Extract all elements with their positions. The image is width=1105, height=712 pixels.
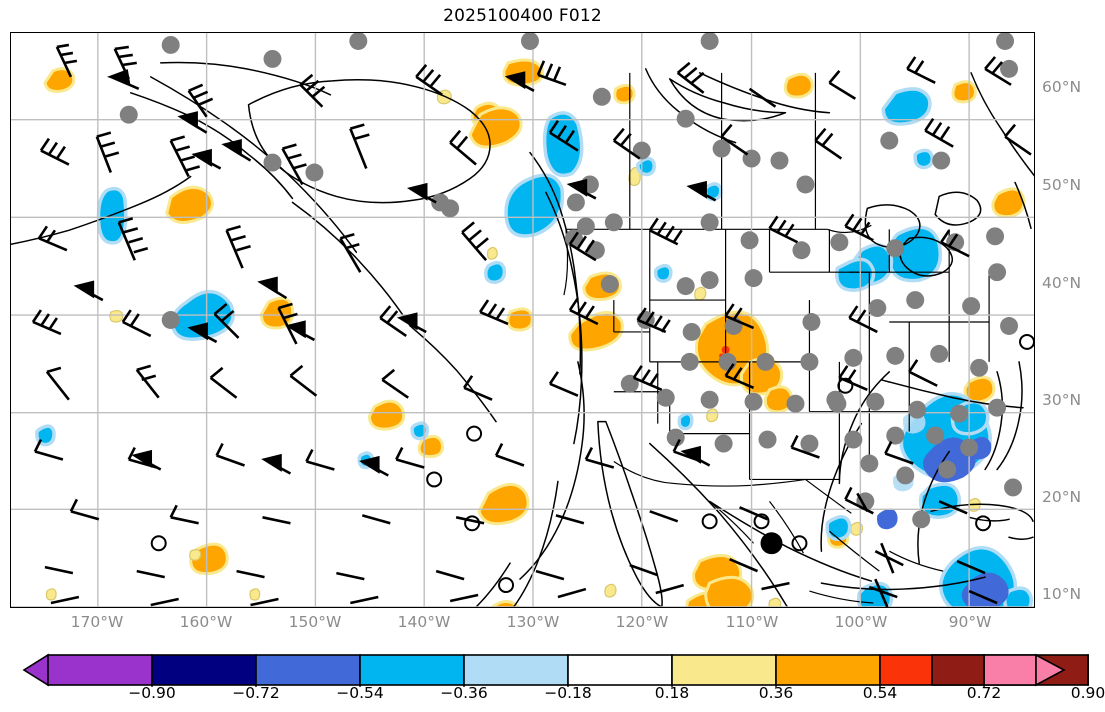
lon-tick-140W: 140°W — [397, 613, 451, 631]
wind-barb-layer — [31, 43, 1032, 607]
colorbar-extend-max — [1035, 653, 1066, 687]
gridline-layer — [11, 33, 1034, 607]
lon-tick-90W: 90°W — [948, 613, 992, 631]
station-marker-layer — [119, 33, 1034, 594]
colorbar-tick-label-9: 0.90 — [1070, 684, 1105, 702]
lon-tick-150W: 150°W — [288, 613, 342, 631]
lat-tick-60N: 60°N — [1042, 78, 1082, 96]
colorbar-band-3 — [359, 654, 465, 686]
colorbar-band-6 — [671, 654, 777, 686]
lon-tick-120W: 120°W — [615, 613, 669, 631]
colorbar-tick-label-1: −0.72 — [232, 684, 280, 702]
lon-tick-160W: 160°W — [179, 613, 233, 631]
lat-tick-30N: 30°N — [1042, 391, 1082, 409]
colorbar-tick-label-8: 0.72 — [966, 684, 1002, 702]
colorbar-tick-label-6: 0.36 — [758, 684, 794, 702]
lon-tick-100W: 100°W — [834, 613, 888, 631]
colorbar-band-4 — [463, 654, 569, 686]
colorbar-tick-label-4: −0.18 — [544, 684, 592, 702]
highlight-marker — [760, 532, 783, 555]
colorbar-top-bands — [931, 653, 1066, 687]
colorbar-tick-label-2: −0.54 — [336, 684, 384, 702]
lon-tick-130W: 130°W — [506, 613, 560, 631]
colorbar-tick-label-7: 0.54 — [862, 684, 898, 702]
colorbar-tick-label-0: −0.90 — [128, 684, 176, 702]
colorbar[interactable] — [14, 653, 1091, 687]
lon-tick-110W: 110°W — [725, 613, 779, 631]
colorbar-band-0 — [47, 654, 153, 686]
lat-tick-20N: 20°N — [1042, 488, 1082, 506]
lat-tick-10N: 10°N — [1042, 585, 1082, 603]
colorbar-tick-label-3: −0.36 — [440, 684, 488, 702]
map-panel[interactable] — [10, 32, 1035, 608]
colorbar-band-1 — [151, 654, 257, 686]
lat-tick-40N: 40°N — [1042, 274, 1082, 292]
colorbar-band-2 — [255, 654, 361, 686]
lon-tick-170W: 170°W — [70, 613, 124, 631]
page-title: 2025100400 F012 — [443, 6, 602, 26]
colorbar-tick-label-5: 0.18 — [654, 684, 690, 702]
colorbar-svg[interactable] — [14, 653, 1091, 687]
lat-tick-50N: 50°N — [1042, 176, 1082, 194]
map-canvas[interactable] — [11, 33, 1034, 607]
